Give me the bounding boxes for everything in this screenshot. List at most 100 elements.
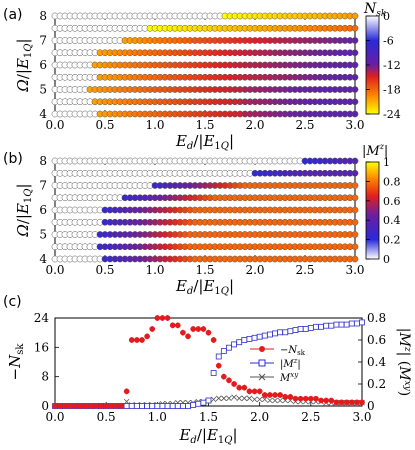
colorbar-b-tick-label: 1 <box>383 156 390 169</box>
mz-point <box>261 332 268 339</box>
y-right-tick-label: 0.8 <box>367 311 386 325</box>
grid-point <box>351 49 359 57</box>
nsk-point <box>323 397 330 404</box>
mz-point <box>343 321 350 328</box>
x-tick-label: 3.0 <box>352 410 371 424</box>
y-left-tick-label: 16 <box>34 340 49 354</box>
mz-point <box>282 329 289 336</box>
x-tick-label: 0.5 <box>97 410 116 424</box>
colorbar-b-tick-label: 0.4 <box>383 214 401 227</box>
nsk-point <box>261 392 268 398</box>
nsk-point <box>354 399 360 406</box>
nsk-point <box>236 384 243 391</box>
nsk-point <box>154 315 161 321</box>
colorbar-b-tick-label: 0.2 <box>383 234 401 247</box>
colorbar-a-tick-label: 0 <box>383 10 390 23</box>
y-right-axis-label: |Mz| (Mxy) <box>396 328 412 396</box>
mz-point <box>205 397 212 404</box>
nsk-point <box>292 395 299 402</box>
mz-point <box>210 370 217 376</box>
nsk-point <box>57 403 63 409</box>
nsk-point <box>134 337 140 343</box>
colorbar-b-tick-label: 0.8 <box>383 175 401 188</box>
x-axis-label: Ed/|E1Q| <box>178 426 237 446</box>
legend-label: Mxy <box>279 371 299 384</box>
nsk-point <box>52 403 58 409</box>
grid-point <box>351 24 359 32</box>
legend-label: −Nsk <box>280 345 306 357</box>
nsk-point <box>226 377 232 384</box>
y-right-tick-label: 0 <box>367 399 375 413</box>
mz-point <box>174 403 181 409</box>
nsk-point <box>149 326 156 332</box>
nsk-point <box>272 392 278 398</box>
nsk-point <box>267 392 273 398</box>
mxy-point <box>262 396 268 403</box>
mz-point <box>123 403 130 409</box>
mz-point <box>241 337 248 343</box>
legend-marker <box>258 359 266 367</box>
nsk-point <box>328 397 335 404</box>
mz-point <box>256 333 263 340</box>
nsk-point <box>318 397 324 404</box>
colorbar-b-title: |Mz| <box>362 142 388 159</box>
mxy-point <box>210 396 217 403</box>
nsk-point <box>159 315 166 321</box>
x-tick-label: 0.5 <box>95 263 114 277</box>
nsk-point <box>82 403 89 409</box>
mz-point <box>154 403 161 409</box>
mz-point <box>200 399 207 406</box>
colorbar-b <box>365 161 380 260</box>
grid-point <box>351 255 359 263</box>
mz-point <box>128 403 135 409</box>
grid-point <box>351 182 359 189</box>
panel-c: 0.0 0.5 1.0 1.5 2.0 2.5 3.008162400.20.40.60.8… <box>6 311 412 446</box>
mz-point <box>195 400 202 407</box>
mz-point <box>144 403 151 409</box>
colorbar-a-tick-label: -18 <box>383 84 401 97</box>
mxy-point <box>256 396 263 403</box>
nsk-point <box>231 381 237 387</box>
mxy-point <box>236 395 242 402</box>
mz-point <box>246 335 253 342</box>
mxy-point <box>221 395 227 402</box>
grid-point <box>351 86 359 93</box>
nsk-point <box>103 403 110 409</box>
x-tick-label: 0.0 <box>45 410 64 424</box>
mxy-point <box>231 394 237 400</box>
nsk-point <box>144 333 150 340</box>
x-axis-label: Ed/|E1Q| <box>175 132 234 152</box>
y-tick-label: 5 <box>39 83 47 97</box>
mz-point <box>333 321 340 328</box>
grid-point <box>351 157 359 165</box>
colorbar-b-tick-label: 0.6 <box>383 195 401 208</box>
y-left-tick-label: 24 <box>34 311 50 325</box>
nsk-point <box>215 362 222 369</box>
x-tick-label: 1.5 <box>195 118 214 132</box>
nsk-point <box>246 388 253 395</box>
colorbar-a-title: Nsk <box>363 1 386 19</box>
mxy-point <box>272 397 278 404</box>
nsk-point <box>256 388 263 395</box>
nsk-point <box>72 403 79 409</box>
grid-point <box>351 243 359 251</box>
nsk-point <box>338 399 345 406</box>
y-left-axis-label: −Nsk <box>6 343 26 381</box>
nsk-point <box>221 373 227 380</box>
nsk-point <box>180 329 186 336</box>
mz-point <box>169 403 176 409</box>
nsk-point <box>62 403 69 409</box>
x-tick-label: 2.0 <box>245 118 264 132</box>
x-tick-label: 1.0 <box>148 410 167 424</box>
x-tick-label: 1.5 <box>195 263 214 277</box>
y-axis-label: Ω/|E1Q| <box>14 183 34 237</box>
colorbar-a-tick-label: -12 <box>383 59 401 72</box>
nsk-point <box>139 337 145 343</box>
x-tick-label: 0.0 <box>45 263 64 277</box>
nsk-point <box>169 322 176 329</box>
mz-point <box>164 403 171 409</box>
legend-marker <box>259 346 265 352</box>
nsk-point <box>128 337 135 343</box>
mz-point <box>287 328 294 335</box>
mz-point <box>149 403 156 409</box>
